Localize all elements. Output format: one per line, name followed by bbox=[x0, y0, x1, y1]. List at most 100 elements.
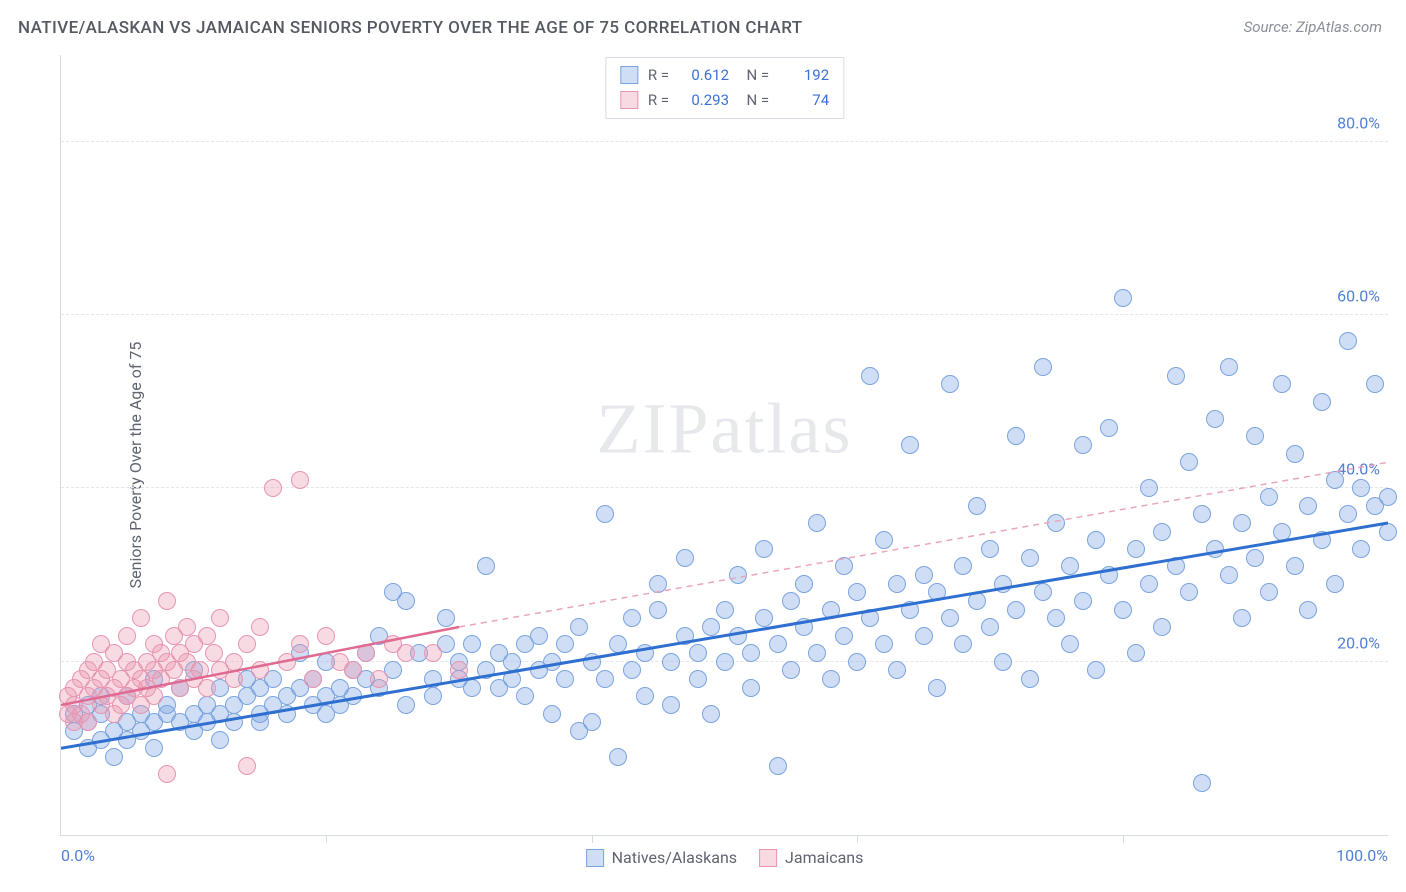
data-point-natives bbox=[676, 549, 694, 567]
x-tick-label: 100.0% bbox=[1336, 846, 1388, 865]
data-point-natives bbox=[676, 627, 694, 645]
legend-r-value: 0.293 bbox=[679, 88, 729, 113]
data-point-natives bbox=[596, 505, 614, 523]
data-point-natives bbox=[503, 670, 521, 688]
data-point-natives bbox=[888, 575, 906, 593]
data-point-natives bbox=[437, 609, 455, 627]
data-point-natives bbox=[211, 731, 229, 749]
data-point-natives bbox=[1047, 609, 1065, 627]
data-point-natives bbox=[861, 367, 879, 385]
data-point-natives bbox=[1127, 540, 1145, 558]
data-point-natives bbox=[808, 644, 826, 662]
data-point-jamaicans bbox=[79, 713, 97, 731]
data-point-natives bbox=[875, 635, 893, 653]
data-point-natives bbox=[1047, 514, 1065, 532]
data-point-natives bbox=[782, 592, 800, 610]
data-point-natives bbox=[556, 635, 574, 653]
data-point-natives bbox=[901, 601, 919, 619]
data-point-natives bbox=[1299, 497, 1317, 515]
data-point-jamaicans bbox=[132, 609, 150, 627]
data-point-natives bbox=[1021, 670, 1039, 688]
data-point-natives bbox=[1352, 540, 1370, 558]
data-point-jamaicans bbox=[238, 757, 256, 775]
data-point-natives bbox=[636, 644, 654, 662]
y-tick-label: 60.0% bbox=[1337, 287, 1380, 306]
data-point-natives bbox=[994, 575, 1012, 593]
data-point-natives bbox=[530, 627, 548, 645]
legend-n-value: 74 bbox=[779, 88, 829, 113]
data-point-natives bbox=[1313, 531, 1331, 549]
data-point-natives bbox=[1087, 661, 1105, 679]
data-point-natives bbox=[1206, 410, 1224, 428]
data-point-jamaicans bbox=[291, 635, 309, 653]
data-point-natives bbox=[1206, 540, 1224, 558]
data-point-natives bbox=[1352, 479, 1370, 497]
data-point-natives bbox=[424, 687, 442, 705]
data-point-natives bbox=[1260, 488, 1278, 506]
tick-v bbox=[592, 835, 593, 843]
data-point-natives bbox=[1087, 531, 1105, 549]
data-point-natives bbox=[888, 661, 906, 679]
legend-swatch bbox=[759, 849, 777, 867]
data-point-natives bbox=[1273, 375, 1291, 393]
legend-stat-row: R =0.293 N =74 bbox=[620, 88, 829, 113]
data-point-jamaicans bbox=[178, 618, 196, 636]
data-point-natives bbox=[463, 635, 481, 653]
data-point-jamaicans bbox=[198, 679, 216, 697]
data-point-natives bbox=[742, 644, 760, 662]
data-point-jamaicans bbox=[205, 644, 223, 662]
plot-area: ZIPatlas R =0.612 N =192R =0.293 N =74 N… bbox=[60, 55, 1388, 836]
data-point-natives bbox=[1246, 427, 1264, 445]
tick-v bbox=[1123, 835, 1124, 843]
y-tick-label: 40.0% bbox=[1337, 460, 1380, 479]
data-point-natives bbox=[689, 670, 707, 688]
data-point-natives bbox=[1326, 471, 1344, 489]
legend-stat-row: R =0.612 N =192 bbox=[620, 63, 829, 88]
data-point-natives bbox=[729, 627, 747, 645]
data-point-natives bbox=[1140, 479, 1158, 497]
data-point-jamaicans bbox=[291, 471, 309, 489]
data-point-jamaicans bbox=[317, 627, 335, 645]
data-point-natives bbox=[662, 653, 680, 671]
data-point-natives bbox=[689, 644, 707, 662]
data-point-jamaicans bbox=[251, 661, 269, 679]
data-point-natives bbox=[1140, 575, 1158, 593]
data-point-natives bbox=[1326, 575, 1344, 593]
data-point-jamaicans bbox=[424, 644, 442, 662]
data-point-jamaicans bbox=[251, 618, 269, 636]
data-point-natives bbox=[477, 661, 495, 679]
data-point-natives bbox=[503, 653, 521, 671]
data-point-natives bbox=[609, 635, 627, 653]
data-point-jamaicans bbox=[344, 661, 362, 679]
data-point-natives bbox=[543, 653, 561, 671]
data-point-jamaicans bbox=[450, 661, 468, 679]
data-point-jamaicans bbox=[264, 479, 282, 497]
data-point-natives bbox=[928, 583, 946, 601]
data-point-natives bbox=[968, 592, 986, 610]
data-point-jamaicans bbox=[225, 670, 243, 688]
data-point-natives bbox=[954, 635, 972, 653]
data-point-natives bbox=[968, 497, 986, 515]
data-point-natives bbox=[981, 540, 999, 558]
data-point-jamaicans bbox=[357, 644, 375, 662]
data-point-natives bbox=[344, 687, 362, 705]
data-point-natives bbox=[702, 618, 720, 636]
data-point-natives bbox=[477, 557, 495, 575]
data-point-natives bbox=[1061, 635, 1079, 653]
data-point-natives bbox=[225, 713, 243, 731]
data-point-natives bbox=[848, 583, 866, 601]
data-point-natives bbox=[822, 601, 840, 619]
data-point-jamaicans bbox=[370, 670, 388, 688]
data-point-natives bbox=[716, 653, 734, 671]
legend-stats: R =0.612 N =192R =0.293 N =74 bbox=[605, 57, 844, 119]
data-point-natives bbox=[1034, 583, 1052, 601]
data-point-natives bbox=[1167, 557, 1185, 575]
data-point-jamaicans bbox=[278, 653, 296, 671]
data-point-natives bbox=[1114, 289, 1132, 307]
data-point-natives bbox=[1167, 367, 1185, 385]
data-point-natives bbox=[649, 601, 667, 619]
data-point-natives bbox=[808, 514, 826, 532]
data-point-natives bbox=[543, 705, 561, 723]
data-point-natives bbox=[1299, 601, 1317, 619]
data-point-natives bbox=[1366, 375, 1384, 393]
